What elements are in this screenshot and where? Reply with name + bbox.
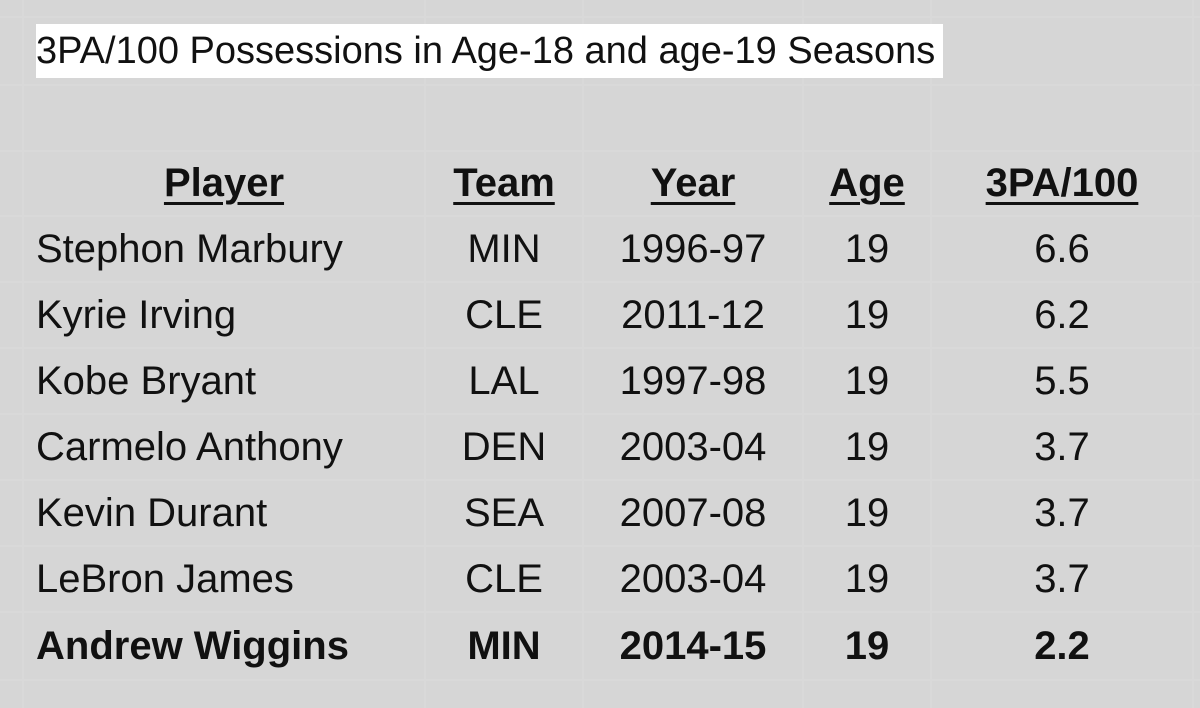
row-divider <box>0 150 1200 152</box>
cell-year-highlight[interactable]: 2014-15 <box>619 624 767 668</box>
cell-3pa-highlight[interactable]: 2.2 <box>1034 624 1090 668</box>
header-team[interactable]: Team <box>453 161 555 205</box>
cell-team-highlight[interactable]: MIN <box>467 624 541 668</box>
cell-age[interactable]: 19 <box>844 359 890 403</box>
row-divider <box>0 84 1200 86</box>
cell-year[interactable]: 2003-04 <box>619 557 767 601</box>
cell-year[interactable]: 1996-97 <box>619 227 767 271</box>
cell-player[interactable]: LeBron James <box>36 557 294 601</box>
cell-age[interactable]: 19 <box>844 425 890 469</box>
cell-team[interactable]: SEA <box>463 491 545 535</box>
cell-year[interactable]: 2007-08 <box>619 491 767 535</box>
cell-3pa[interactable]: 3.7 <box>1034 491 1090 535</box>
cell-player[interactable]: Carmelo Anthony <box>36 425 343 469</box>
header-player[interactable]: Player <box>163 161 285 205</box>
header-year[interactable]: Year <box>650 161 736 205</box>
cell-age[interactable]: 19 <box>844 293 890 337</box>
column-divider <box>802 0 804 708</box>
cell-player[interactable]: Kyrie Irving <box>36 293 237 337</box>
cell-team[interactable]: DEN <box>461 425 547 469</box>
row-divider <box>0 479 1200 481</box>
column-divider <box>22 0 24 708</box>
cell-player-highlight[interactable]: Andrew Wiggins <box>36 624 349 668</box>
cell-3pa[interactable]: 5.5 <box>1034 359 1090 403</box>
cell-player[interactable]: Kevin Durant <box>36 491 268 535</box>
row-divider <box>0 545 1200 547</box>
cell-team[interactable]: MIN <box>467 227 541 271</box>
cell-age[interactable]: 19 <box>844 557 890 601</box>
cell-3pa[interactable]: 6.6 <box>1034 227 1090 271</box>
cell-year[interactable]: 1997-98 <box>619 359 767 403</box>
row-divider <box>0 679 1200 681</box>
cell-player[interactable]: Kobe Bryant <box>36 359 257 403</box>
column-divider <box>930 0 932 708</box>
cell-age[interactable]: 19 <box>844 491 890 535</box>
header-3pa-per-100[interactable]: 3PA/100 <box>985 161 1139 205</box>
cell-player[interactable]: Stephon Marbury <box>36 227 343 271</box>
cell-3pa[interactable]: 3.7 <box>1034 425 1090 469</box>
row-divider <box>0 281 1200 283</box>
row-divider <box>0 16 1200 18</box>
row-divider <box>0 347 1200 349</box>
cell-team[interactable]: CLE <box>465 557 543 601</box>
column-divider <box>1192 0 1194 708</box>
header-age[interactable]: Age <box>829 161 905 205</box>
cell-year[interactable]: 2011-12 <box>621 293 765 337</box>
row-divider <box>0 413 1200 415</box>
cell-year[interactable]: 2003-04 <box>619 425 767 469</box>
sheet-title[interactable]: 3PA/100 Possessions in Age-18 and age-19… <box>36 24 944 78</box>
cell-age-highlight[interactable]: 19 <box>844 624 890 668</box>
cell-team[interactable]: CLE <box>465 293 543 337</box>
cell-age[interactable]: 19 <box>844 227 890 271</box>
cell-3pa[interactable]: 3.7 <box>1034 557 1090 601</box>
cell-3pa[interactable]: 6.2 <box>1034 293 1090 337</box>
column-divider <box>582 0 584 708</box>
cell-team[interactable]: LAL <box>468 359 540 403</box>
row-divider <box>0 215 1200 217</box>
column-divider <box>424 0 426 708</box>
row-divider <box>0 611 1200 613</box>
